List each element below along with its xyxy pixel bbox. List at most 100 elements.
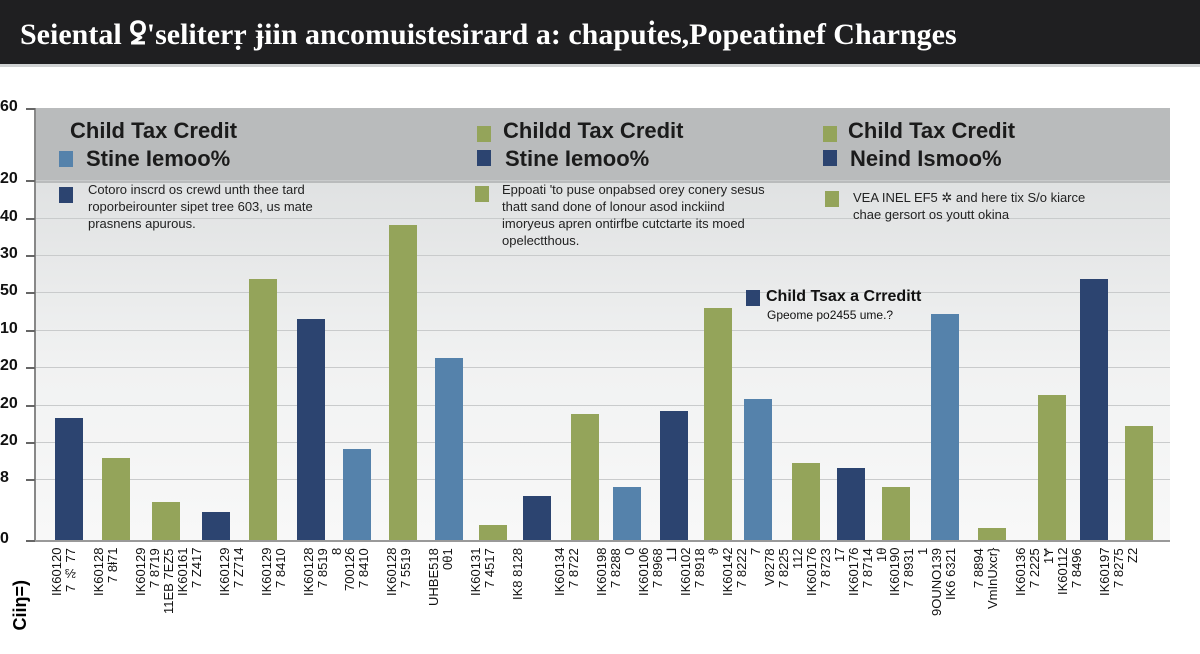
bar-15 (704, 308, 732, 540)
bar-9 (435, 357, 463, 540)
bar-6 (297, 318, 325, 540)
legend-2-note-swatch (475, 186, 489, 202)
x-tick-label: IK60102 7 8918 ϑ (677, 548, 721, 597)
y-tick-mark (26, 330, 35, 332)
gridline (34, 479, 1170, 480)
y-tick-mark (26, 180, 35, 182)
bar-14 (660, 411, 688, 540)
bar-20 (931, 313, 959, 540)
bar-16 (744, 398, 772, 540)
gridline (34, 330, 1170, 331)
annotation-subtitle: Gpeome po2455 ume.? (767, 308, 894, 322)
annotation-swatch (746, 290, 760, 306)
x-tick-label: IK60112 7 8496 (1055, 548, 1085, 596)
x-tick-label: IK60176 7 8714 1θ (845, 548, 889, 597)
bar-2 (102, 457, 130, 540)
legend-2-title: Childd Tax Credit (503, 118, 684, 143)
y-tick-mark (26, 292, 35, 294)
y-tick-mark (26, 218, 35, 220)
x-tick-label: IK60190 7 8931 1 (887, 548, 931, 597)
legend-3-swatch (823, 150, 837, 166)
legend-2-swatch (477, 150, 491, 166)
bar-10 (479, 524, 507, 540)
gridline (34, 218, 1170, 219)
bar-24 (1125, 426, 1153, 540)
bar-23 (1080, 278, 1108, 540)
y-tick-label: 20 (0, 357, 18, 374)
x-tick-label: IK60128 7 8ⱡ71 (90, 548, 120, 597)
bar-3 (152, 501, 180, 540)
x-tick-label: IK60120 7 ⅔ 77 (49, 548, 78, 597)
gridline (34, 255, 1170, 256)
x-tick-label: IK60128 7 5519 (384, 548, 414, 597)
legend-3-note: VEA INEL EF5 ✲ and here tix S/o kiarce c… (853, 190, 1086, 222)
x-tick-label: IK60134 7 8722 (552, 548, 582, 597)
gridline (34, 442, 1170, 443)
y-tick-mark (26, 367, 35, 369)
x-tick-label: IK60129 7 Z714 (216, 548, 246, 597)
x-tick-label: IK60198 7 8288 0 (594, 548, 637, 597)
legend-1-swatch (59, 151, 73, 167)
bar-8 (389, 224, 417, 540)
legend-2-note: Eppoati 'to puse onpabsed orey conery se… (502, 182, 765, 248)
y-tick-label: 8 (0, 469, 9, 486)
legend-2-title-swatch (477, 126, 491, 142)
y-tick-label: 60 (0, 98, 18, 115)
gridline (34, 292, 1170, 293)
bar-5 (249, 278, 277, 540)
x-tick-label: IK60197 7 8275 Z2 (1097, 548, 1141, 597)
annotation-title: Child Tsax a Crreditt (766, 288, 922, 305)
x-tick-label: IK60129 7 8719 11EB 7EZ5 (132, 548, 176, 614)
y-tick-label: 20 (0, 170, 18, 187)
legend-3-note-swatch (825, 191, 839, 207)
legend-band (34, 108, 1170, 183)
gridline (34, 367, 1170, 368)
x-axis-label: Ciiŋ=) (10, 580, 30, 631)
legend-1-note-swatch (59, 187, 73, 203)
legend-3-title: Child Tax Credit (848, 118, 1016, 143)
y-tick-label: 10 (0, 320, 18, 337)
bar-21 (978, 527, 1006, 540)
title-bar: Seiental ꝿ'seliterṛ ɉiin ancomuistesirar… (0, 0, 1200, 67)
x-axis (34, 540, 1170, 542)
y-tick-label: 50 (0, 282, 18, 299)
gridline (34, 180, 1170, 181)
y-tick-label: 0 (0, 530, 9, 547)
x-tick-label: 9OUNO139 IK6 6321 (929, 548, 959, 616)
legend-1-title: Child Tax Credit (70, 118, 238, 143)
x-tick-label: IK60106 7 8968 1⅃ (635, 548, 679, 597)
y-tick-mark (26, 479, 35, 481)
x-tick-label: UHBE518 0θ1 (426, 548, 456, 606)
bar-17 (792, 462, 820, 540)
x-tick-label: IK60176 7 8723 17 (803, 548, 847, 597)
x-tick-label: V8278 7 8225 112 (761, 548, 805, 588)
y-tick-mark (26, 442, 35, 444)
y-tick-mark (26, 255, 35, 257)
bar-4 (202, 511, 230, 540)
bar-13 (613, 486, 641, 540)
x-tick-label: 7 8894 VmInUxcr} (971, 548, 1001, 610)
y-tick-label: 20 (0, 395, 18, 412)
legend-1-note: Cotoro inscrd os crewd unth thee tard ro… (88, 182, 313, 231)
y-tick-label: 40 (0, 208, 18, 225)
x-tick-label: IK60142 7 8222 7 (719, 548, 763, 597)
legend-1-item: Stine Iemoo% (86, 146, 231, 171)
y-tick-label: 30 (0, 245, 18, 262)
y-axis (34, 108, 36, 542)
x-tick-label: IK60131 7 4517 (468, 548, 498, 597)
x-tick-label: 700126 7 8410 (342, 548, 372, 592)
x-tick-label: IK60136 7 2225 1Ɏ (1013, 548, 1057, 597)
bar-11 (523, 496, 551, 540)
bar-19 (882, 486, 910, 540)
legend-2-item: Stine Iemoo% (505, 146, 650, 171)
x-tick-label: IK60161 7 Z417 (174, 548, 204, 597)
x-tick-label: IK60128 7 8519 8 (300, 548, 344, 597)
gridline (34, 405, 1170, 406)
legend-3-title-swatch (823, 126, 837, 142)
legend-3-item: Neind Ismoo% (850, 146, 1002, 171)
bar-12 (571, 414, 599, 540)
x-tick-label: IK60129 7 8410 (258, 548, 288, 597)
bar-22 (1038, 395, 1066, 540)
bar-18 (837, 468, 865, 540)
bar-1 (55, 418, 83, 540)
